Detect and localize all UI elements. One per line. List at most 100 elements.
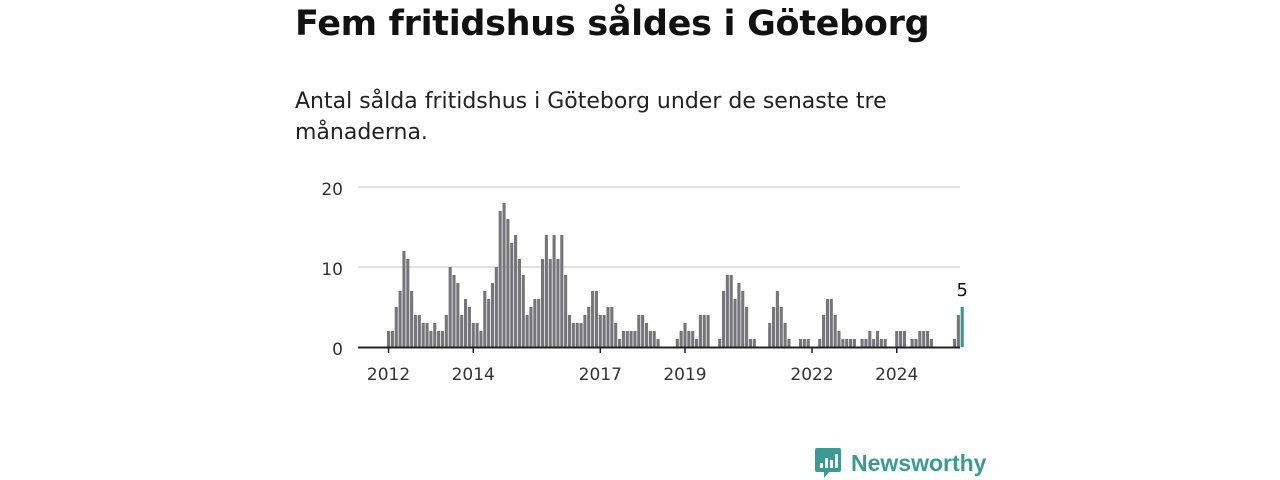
bar <box>448 267 452 347</box>
bar <box>514 235 518 347</box>
bar <box>633 331 637 347</box>
x-tick-label: 2022 <box>790 365 833 385</box>
bar <box>548 259 552 347</box>
bar-chart: 0 10 20 2012 2014 2017 2019 2022 2024 5 <box>321 180 968 385</box>
bar <box>952 339 957 347</box>
bars <box>387 203 964 347</box>
bar <box>926 331 930 347</box>
bar <box>437 331 441 347</box>
bar <box>464 299 468 347</box>
bar <box>641 315 645 347</box>
bar-latest <box>960 307 964 347</box>
bar <box>729 275 733 347</box>
bar <box>541 259 545 347</box>
bar <box>483 291 487 347</box>
x-ticks: 2012 2014 2017 2019 2022 2024 <box>367 347 918 385</box>
bar <box>556 259 560 347</box>
bar <box>591 291 595 347</box>
bar <box>444 315 448 347</box>
bar <box>860 339 864 347</box>
bar <box>594 291 598 347</box>
brand-name: Newsworthy <box>851 449 987 476</box>
latest-value-label: 5 <box>956 280 967 301</box>
bar <box>802 339 806 347</box>
bar <box>745 307 749 347</box>
bar <box>587 307 591 347</box>
bar <box>394 307 398 347</box>
bar <box>521 275 525 347</box>
bar <box>494 267 498 347</box>
bar <box>517 259 521 347</box>
bar <box>787 339 791 347</box>
bar <box>864 339 868 347</box>
bar <box>614 323 618 347</box>
bar <box>571 323 575 347</box>
bar <box>702 315 706 347</box>
bar <box>552 235 556 347</box>
x-tick-label: 2012 <box>367 365 410 385</box>
bar <box>429 331 433 347</box>
bar <box>637 315 641 347</box>
bar <box>922 331 926 347</box>
bar <box>875 331 880 347</box>
bar <box>406 259 410 347</box>
bar <box>656 339 660 347</box>
y-tick-labels: 0 10 20 <box>321 180 343 360</box>
bar <box>402 251 406 347</box>
bar <box>899 331 903 347</box>
bar <box>868 331 872 347</box>
bar <box>644 323 649 347</box>
bar <box>560 235 564 347</box>
bar <box>779 307 783 347</box>
bar <box>544 235 548 347</box>
bar <box>687 331 691 347</box>
bar <box>775 291 779 347</box>
x-tick-label: 2014 <box>452 365 495 385</box>
bar <box>852 339 856 347</box>
bar <box>529 307 533 347</box>
bar <box>783 323 787 347</box>
bar <box>872 339 876 347</box>
bar <box>506 219 510 347</box>
newsworthy-logo: Newsworthy <box>814 446 986 480</box>
bar <box>825 299 829 347</box>
bar <box>956 315 960 347</box>
page-title: Fem fritidshus såldes i Göteborg <box>295 4 930 44</box>
bar <box>390 331 394 347</box>
bar <box>398 291 402 347</box>
bar <box>768 323 772 347</box>
bar <box>841 339 845 347</box>
bar <box>629 331 633 347</box>
bar <box>598 315 602 347</box>
bar <box>525 315 529 347</box>
bar <box>479 331 483 347</box>
bar <box>413 315 418 347</box>
bar <box>829 299 833 347</box>
bar <box>606 307 610 347</box>
bar <box>718 339 722 347</box>
bar <box>498 211 502 347</box>
bar <box>387 331 391 347</box>
bar <box>725 275 729 347</box>
bar <box>467 307 471 347</box>
bar <box>691 331 695 347</box>
bar <box>564 275 568 347</box>
bar <box>752 339 756 347</box>
bar <box>575 323 579 347</box>
bar <box>837 331 841 347</box>
bar <box>675 339 679 347</box>
bar <box>652 331 656 347</box>
bar <box>410 291 414 347</box>
x-tick-label: 2024 <box>875 365 918 385</box>
bar <box>679 331 683 347</box>
bar <box>818 339 822 347</box>
bar <box>433 323 437 347</box>
bar <box>456 283 460 347</box>
bar <box>748 339 752 347</box>
bar <box>683 323 687 347</box>
bar <box>910 339 914 347</box>
bar <box>833 315 837 347</box>
bar <box>421 323 425 347</box>
bar <box>510 243 514 347</box>
bar <box>822 315 826 347</box>
